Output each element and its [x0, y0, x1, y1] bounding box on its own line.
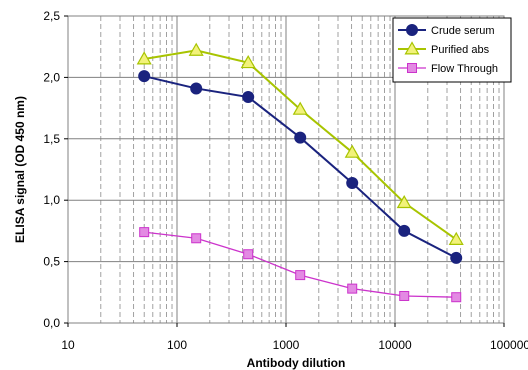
- legend-label: Flow Through: [431, 63, 498, 75]
- data-point: [448, 231, 464, 245]
- data-point: [344, 144, 360, 158]
- y-tick-label: 0,0: [43, 316, 60, 330]
- x-tick-label: 10: [61, 338, 75, 352]
- series-3: [139, 227, 462, 303]
- data-point: [240, 54, 256, 69]
- data-point: [190, 82, 203, 95]
- legend-marker: [406, 24, 418, 36]
- legend-marker: [407, 63, 417, 73]
- data-point: [451, 292, 462, 303]
- legend-marker: [404, 41, 420, 55]
- y-tick-label: 2,5: [43, 9, 60, 23]
- x-tick-label: 1000: [273, 338, 300, 352]
- series-2: [136, 42, 464, 245]
- data-point: [347, 283, 358, 294]
- data-point: [295, 270, 306, 281]
- data-point: [396, 194, 412, 209]
- x-axis-ticks: 10 100 1000 10000 100000: [61, 323, 528, 352]
- legend-label: Crude serum: [431, 25, 495, 37]
- data-point: [139, 227, 150, 238]
- series: [136, 42, 464, 303]
- legend-item: Flow Through: [398, 63, 498, 75]
- series-1: [138, 70, 463, 264]
- data-point: [450, 251, 463, 264]
- y-tick-label: 2,0: [43, 70, 60, 84]
- legend-item: Crude serum: [398, 24, 495, 37]
- data-point: [136, 51, 152, 65]
- data-point: [294, 131, 307, 144]
- legend-item: Purified abs: [398, 41, 490, 56]
- data-point: [399, 290, 410, 301]
- data-point: [138, 70, 151, 83]
- x-axis-title: Antibody dilution: [247, 356, 346, 370]
- data-point: [346, 177, 359, 190]
- x-tick-label: 100000: [490, 338, 528, 352]
- y-tick-label: 0,5: [43, 255, 60, 269]
- y-tick-label: 1,0: [43, 193, 60, 207]
- data-point: [398, 224, 411, 237]
- y-axis-ticks: 0,0 0,5 1,0 1,5 2,0 2,5: [43, 9, 68, 330]
- y-axis-title: ELISA signal (OD 450 nm): [13, 96, 27, 243]
- data-point: [243, 249, 254, 260]
- legend: Crude serum Purified abs Flow Through: [392, 17, 512, 83]
- legend-label: Purified abs: [431, 44, 490, 56]
- data-point: [188, 42, 204, 56]
- x-tick-label: 10000: [378, 338, 412, 352]
- data-point: [242, 91, 255, 104]
- data-point: [191, 233, 202, 244]
- data-point: [292, 101, 308, 115]
- y-tick-label: 1,5: [43, 132, 60, 146]
- x-tick-label: 100: [167, 338, 187, 352]
